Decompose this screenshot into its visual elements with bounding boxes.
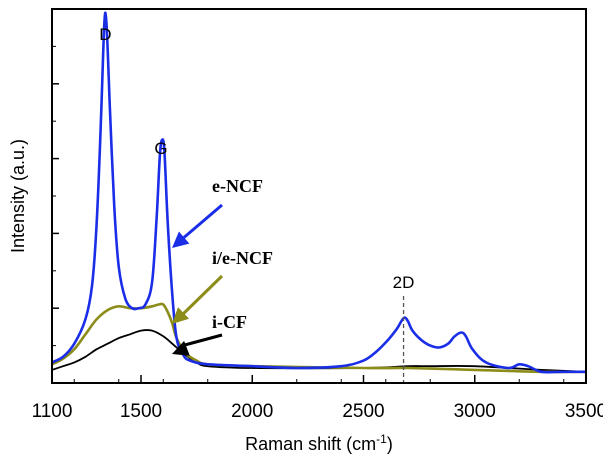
x-tick-label: 2000 <box>231 401 273 422</box>
x-tick-label: 1100 <box>32 401 73 422</box>
series-layer <box>52 11 586 374</box>
annotation-arrow-shaft <box>180 203 223 242</box>
x-axis-label: Raman shift (cm-1) <box>245 432 393 454</box>
x-axis-ticks: 1100 1500 2000 2500 3000 3500 <box>32 375 603 422</box>
y-axis-ticks <box>52 8 59 347</box>
peak-label: D <box>99 25 111 44</box>
x-tick-label: 1500 <box>120 401 162 422</box>
annotation-arrow-head <box>172 307 190 324</box>
series-line-i-cf <box>52 329 586 373</box>
series-line-e-ncf <box>52 11 586 374</box>
annotation-arrow-shaft <box>180 333 223 348</box>
x-tick-label: 2500 <box>342 401 384 422</box>
annotation-arrow-head <box>172 231 190 248</box>
series-annotation-label: i-CF <box>212 312 247 332</box>
series-annotation-label: e-NCF <box>212 176 263 196</box>
plot-frame <box>51 8 587 384</box>
series-annotations: e-NCF i/e-NCF i-CF <box>172 176 273 356</box>
annotation-arrow-shaft <box>179 274 224 318</box>
peak-label: G <box>154 139 167 158</box>
series-line-i-e-ncf <box>52 302 586 374</box>
series-annotation-label: i/e-NCF <box>212 248 273 268</box>
annotation-arrow-head <box>172 340 190 356</box>
x-tick-label: 3500 <box>565 401 603 422</box>
peak-labels: D G 2D <box>99 25 414 383</box>
x-tick-label: 3000 <box>454 401 496 422</box>
y-axis-label: Intensity (a.u.) <box>8 139 28 253</box>
peak-label: 2D <box>393 273 415 292</box>
